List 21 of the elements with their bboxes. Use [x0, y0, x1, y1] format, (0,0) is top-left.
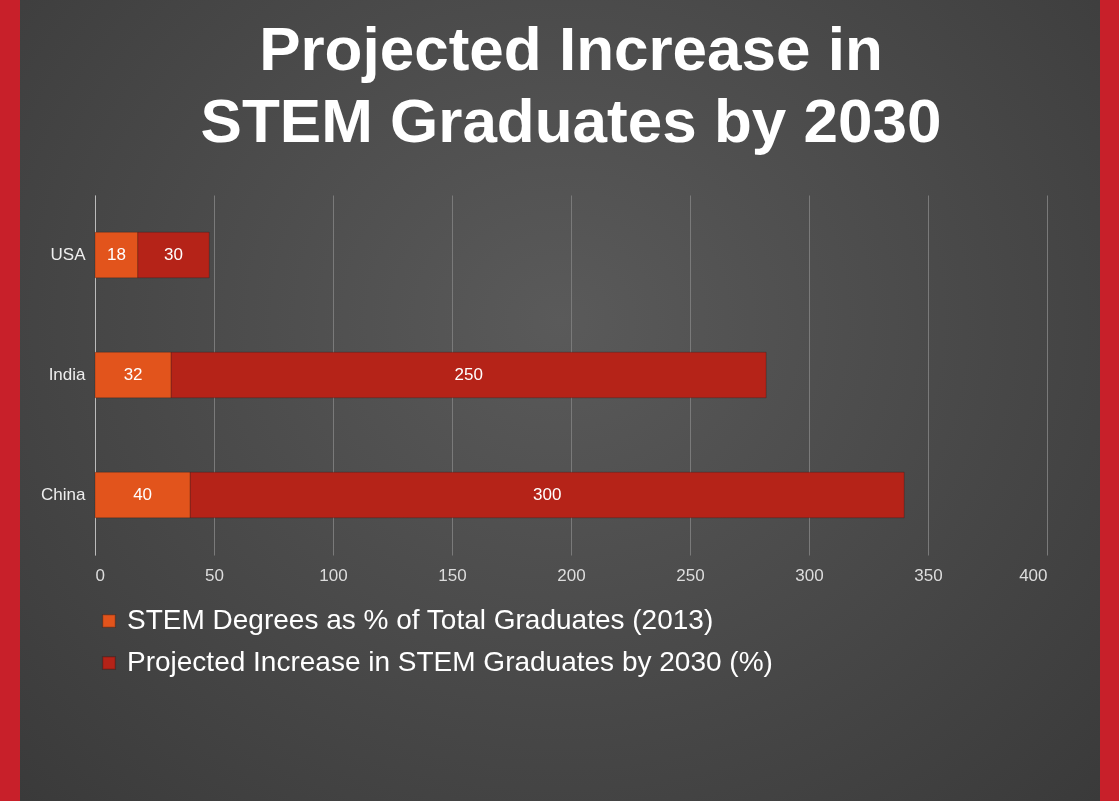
x-tick-label: 0: [95, 565, 105, 585]
x-tick-label: 350: [914, 565, 943, 585]
data-label: 40: [133, 485, 153, 504]
x-tick-label: 300: [795, 565, 824, 585]
x-tick-label: 100: [319, 565, 348, 585]
x-tick-label: 400: [1019, 565, 1048, 585]
y-tick-label: India: [48, 365, 87, 384]
y-tick-label: China: [41, 485, 87, 504]
data-label: 300: [533, 485, 562, 504]
x-tick-label: 250: [676, 565, 705, 585]
x-tick-label: 150: [438, 565, 467, 585]
data-label: 32: [123, 365, 143, 384]
legend-label: Projected Increase in STEM Graduates by 2030 (%): [127, 646, 773, 677]
chart-title: Projected Increase in STEM Graduates by 2030: [200, 14, 942, 155]
data-label: 250: [454, 365, 483, 384]
x-tick-label: 50: [205, 565, 224, 585]
x-tick-label: 200: [557, 565, 586, 585]
data-label: 18: [106, 245, 126, 264]
data-label: 30: [164, 245, 183, 264]
y-tick-label: USA: [50, 245, 87, 264]
legend-label: STEM Degrees as % of Total Graduates (2013): [127, 604, 714, 635]
